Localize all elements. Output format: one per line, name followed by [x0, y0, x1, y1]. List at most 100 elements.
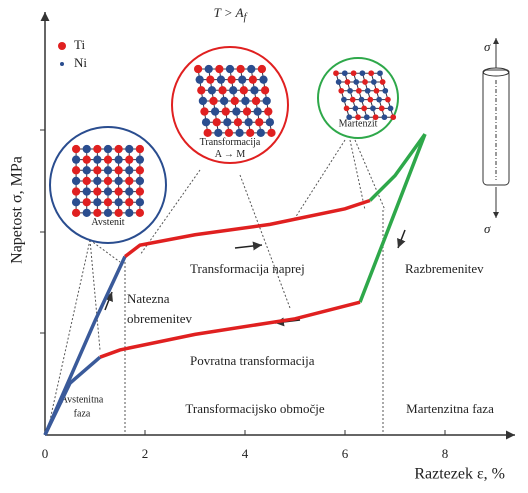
atom	[136, 156, 144, 164]
atom	[220, 97, 228, 105]
rod	[483, 38, 509, 218]
atom	[200, 107, 208, 115]
atom	[93, 177, 101, 185]
atom	[238, 76, 246, 84]
annotation: Transformacija naprej	[190, 261, 305, 276]
atom	[257, 129, 265, 137]
atom	[93, 166, 101, 174]
atom	[125, 145, 133, 153]
atom	[93, 187, 101, 195]
x-tick-label: 6	[342, 446, 349, 461]
atom	[194, 65, 202, 73]
inset-label: A → M	[215, 149, 246, 160]
atom	[259, 76, 267, 84]
atom	[365, 88, 371, 94]
atom	[385, 97, 391, 103]
atom	[104, 209, 112, 217]
atom	[93, 209, 101, 217]
atom	[114, 209, 122, 217]
atom	[104, 145, 112, 153]
atom	[136, 166, 144, 174]
atom	[114, 187, 122, 195]
atom	[136, 209, 144, 217]
atom	[83, 166, 91, 174]
atom	[215, 65, 223, 73]
annotation: Povratna transformacija	[190, 353, 315, 368]
atom	[244, 118, 252, 126]
y-label: Napetost σ, MPa	[9, 156, 26, 264]
atom	[83, 145, 91, 153]
atom	[266, 118, 274, 126]
atom	[114, 156, 122, 164]
atom	[350, 97, 356, 103]
atom	[114, 198, 122, 206]
atom	[83, 177, 91, 185]
inset-label: Martenzit	[339, 118, 378, 129]
atom	[217, 76, 225, 84]
atom	[72, 156, 80, 164]
atom	[114, 166, 122, 174]
atom	[104, 177, 112, 185]
title: T > Af	[214, 5, 248, 23]
legend-marker	[60, 62, 64, 66]
atom	[234, 118, 242, 126]
atom	[360, 70, 366, 76]
atom	[72, 198, 80, 206]
atom	[93, 198, 101, 206]
atom	[333, 70, 339, 76]
atom	[241, 97, 249, 105]
atom	[205, 65, 213, 73]
atom	[125, 166, 133, 174]
atom	[222, 107, 230, 115]
atom	[353, 106, 359, 112]
inset-label: Transformacija	[200, 137, 261, 148]
atom	[382, 88, 388, 94]
atom	[214, 129, 222, 137]
atom	[250, 86, 258, 94]
atom	[370, 106, 376, 112]
atom	[252, 97, 260, 105]
atom	[231, 97, 239, 105]
atom	[196, 76, 204, 84]
atom	[213, 118, 221, 126]
chart: Napetost σ, MPa Raztezek ε, % T > Af Avs…	[0, 0, 528, 493]
annotation: Natezna	[127, 291, 170, 306]
annotation: Martenzitna faza	[406, 401, 494, 416]
atom	[379, 106, 385, 112]
atom	[249, 76, 257, 84]
sigma-label: σ	[484, 39, 491, 54]
atom	[247, 65, 255, 73]
atom	[344, 106, 350, 112]
atom	[261, 86, 269, 94]
atom	[356, 88, 362, 94]
atom	[353, 79, 359, 85]
atom	[93, 145, 101, 153]
atom	[226, 65, 234, 73]
atom	[218, 86, 226, 94]
atom	[236, 65, 244, 73]
x-label: Raztezek ε, %	[414, 466, 505, 483]
atom	[125, 177, 133, 185]
atom	[380, 79, 386, 85]
annotation: Avstenitna	[61, 394, 104, 405]
annotation: Transformacijsko območje	[185, 401, 324, 416]
atom	[208, 86, 216, 94]
atom	[125, 156, 133, 164]
atom	[377, 70, 383, 76]
atom	[136, 177, 144, 185]
atom	[104, 156, 112, 164]
atom	[72, 166, 80, 174]
atom	[390, 114, 396, 120]
atom	[199, 97, 207, 105]
annotation: faza	[74, 408, 91, 419]
atom	[72, 177, 80, 185]
atom	[376, 97, 382, 103]
atom	[229, 86, 237, 94]
atom	[197, 86, 205, 94]
atom	[83, 156, 91, 164]
x-tick-label: 0	[42, 446, 49, 461]
atom	[125, 209, 133, 217]
atom	[125, 198, 133, 206]
atom	[263, 97, 271, 105]
atom	[72, 187, 80, 195]
